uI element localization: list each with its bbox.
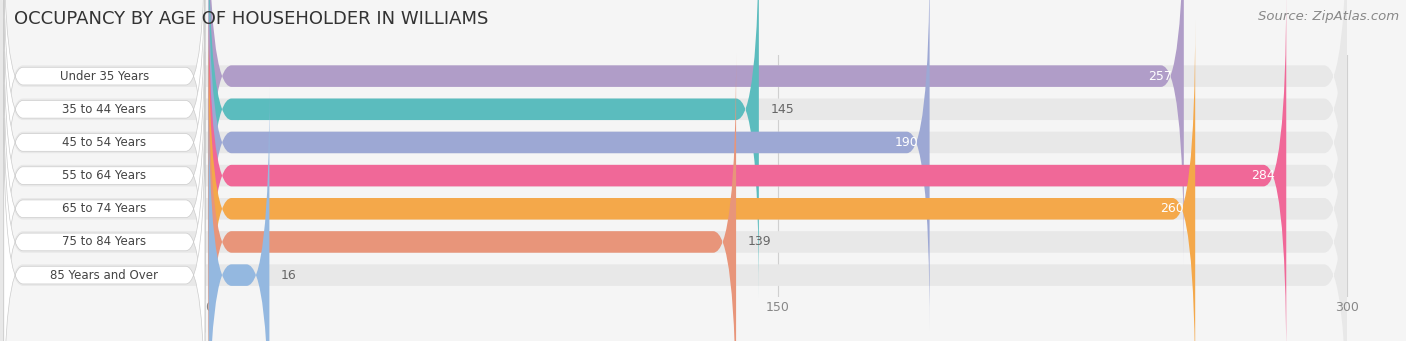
FancyBboxPatch shape xyxy=(208,54,737,341)
Text: 35 to 44 Years: 35 to 44 Years xyxy=(62,103,146,116)
Text: 65 to 74 Years: 65 to 74 Years xyxy=(62,202,146,215)
FancyBboxPatch shape xyxy=(208,0,929,331)
FancyBboxPatch shape xyxy=(0,87,1347,341)
Text: Source: ZipAtlas.com: Source: ZipAtlas.com xyxy=(1258,10,1399,23)
Text: 75 to 84 Years: 75 to 84 Years xyxy=(62,235,146,249)
FancyBboxPatch shape xyxy=(4,19,205,332)
Text: 284: 284 xyxy=(1251,169,1275,182)
Text: OCCUPANCY BY AGE OF HOUSEHOLDER IN WILLIAMS: OCCUPANCY BY AGE OF HOUSEHOLDER IN WILLI… xyxy=(14,10,488,28)
Text: 45 to 54 Years: 45 to 54 Years xyxy=(62,136,146,149)
Text: 16: 16 xyxy=(281,269,297,282)
Text: 260: 260 xyxy=(1160,202,1184,215)
Text: 145: 145 xyxy=(770,103,794,116)
FancyBboxPatch shape xyxy=(208,0,759,297)
Text: 139: 139 xyxy=(748,235,770,249)
FancyBboxPatch shape xyxy=(4,0,205,233)
FancyBboxPatch shape xyxy=(0,0,1347,331)
FancyBboxPatch shape xyxy=(0,0,1347,264)
FancyBboxPatch shape xyxy=(208,20,1195,341)
Text: 257: 257 xyxy=(1149,70,1173,83)
FancyBboxPatch shape xyxy=(208,0,1184,264)
Text: Under 35 Years: Under 35 Years xyxy=(59,70,149,83)
FancyBboxPatch shape xyxy=(208,87,270,341)
FancyBboxPatch shape xyxy=(4,0,205,266)
FancyBboxPatch shape xyxy=(4,85,205,341)
Text: 55 to 64 Years: 55 to 64 Years xyxy=(62,169,146,182)
FancyBboxPatch shape xyxy=(0,20,1347,341)
FancyBboxPatch shape xyxy=(0,0,1347,297)
FancyBboxPatch shape xyxy=(208,0,1286,341)
FancyBboxPatch shape xyxy=(4,0,205,299)
Text: 190: 190 xyxy=(894,136,918,149)
FancyBboxPatch shape xyxy=(0,54,1347,341)
FancyBboxPatch shape xyxy=(0,0,1347,341)
FancyBboxPatch shape xyxy=(4,52,205,341)
FancyBboxPatch shape xyxy=(4,118,205,341)
Text: 85 Years and Over: 85 Years and Over xyxy=(51,269,159,282)
